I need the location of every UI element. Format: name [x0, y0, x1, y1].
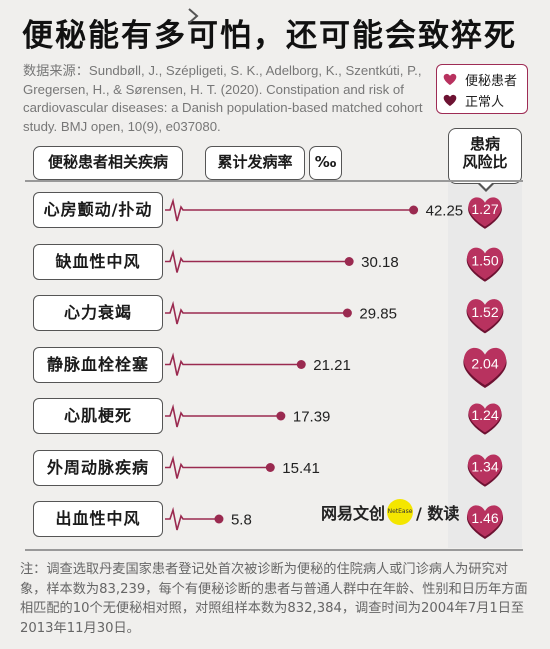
incidence-value-label: 17.39: [293, 409, 331, 426]
disease-column-header: 便秘患者相关疾病: [33, 146, 183, 180]
incidence-value-label: 15.41: [282, 460, 320, 477]
heartbeat-icon: [165, 403, 188, 428]
page-title: 便秘能有多可怕，还可能会致猝死: [22, 18, 517, 54]
heartbeat-icon: [165, 506, 188, 531]
incidence-dot: [344, 257, 354, 266]
unit-column-header: ‰: [309, 146, 342, 180]
incidence-value-label: 5.8: [231, 512, 252, 529]
heartbeat-icon: [165, 249, 188, 273]
watermark-suffix: / 数读: [416, 504, 460, 523]
legend-label-normal: 正常人: [465, 94, 505, 110]
incidence-dot: [265, 463, 275, 472]
risk-header-line1: 患病: [469, 135, 500, 153]
incidence-value-label: 21.21: [313, 357, 351, 374]
disease-label: 静脉血栓栓塞: [33, 346, 163, 383]
pointer-caret-icon: [477, 182, 495, 192]
heartbeat-icon: [165, 197, 188, 222]
disease-label: 缺血性中风: [33, 243, 163, 280]
legend-item-constipation: 便秘患者: [443, 69, 517, 89]
disease-label: 心力衰竭: [33, 295, 163, 331]
incidence-dot: [214, 514, 224, 524]
risk-header-line2: 风险比: [462, 153, 508, 171]
legend: 便秘患者 正常人: [436, 64, 528, 114]
footnote: 注：调查选取丹麦国家患者登记处首次被诊断为便秘的住院病人或门诊病人为研究对象，样…: [20, 562, 528, 636]
incidence-value-label: 29.85: [359, 306, 397, 323]
legend-label-constipation: 便秘患者: [465, 73, 518, 89]
incidence-dot: [409, 205, 419, 215]
incidence-column-header: 累计发病率: [205, 146, 305, 180]
heartbeat-icon: [165, 300, 188, 325]
risk-ratio-header: 患病 风险比: [448, 128, 522, 192]
incidence-dot: [296, 360, 306, 369]
watermark: 网易文创 NetEase / 数读: [321, 497, 459, 527]
bottom-divider: [25, 549, 523, 551]
source-citation: 数据来源：Sundbøll, J., Szépligeti, S. K., Ad…: [23, 63, 423, 134]
disease-label: 心房颤动/扑动: [33, 192, 163, 228]
heartbeat-icon: [165, 352, 188, 376]
heartbeat-icon: [165, 455, 188, 479]
heart-icon: [443, 73, 457, 85]
incidence-dot: [276, 411, 286, 421]
disease-label: 外周动脉疾病: [33, 449, 163, 486]
header-divider: [25, 180, 523, 182]
heart-icon: [443, 94, 457, 106]
chevron-right-icon: [188, 8, 199, 24]
incidence-dot: [342, 308, 352, 318]
legend-item-normal: 正常人: [443, 90, 504, 110]
risk-ratio-column: 患病 风险比: [448, 128, 522, 548]
disease-label: 心肌梗死: [33, 398, 163, 434]
disease-label: 出血性中风: [33, 501, 163, 537]
watermark-badge: NetEase: [387, 499, 414, 525]
incidence-value-label: 30.18: [361, 254, 399, 271]
watermark-brand: 网易文创: [321, 504, 386, 523]
